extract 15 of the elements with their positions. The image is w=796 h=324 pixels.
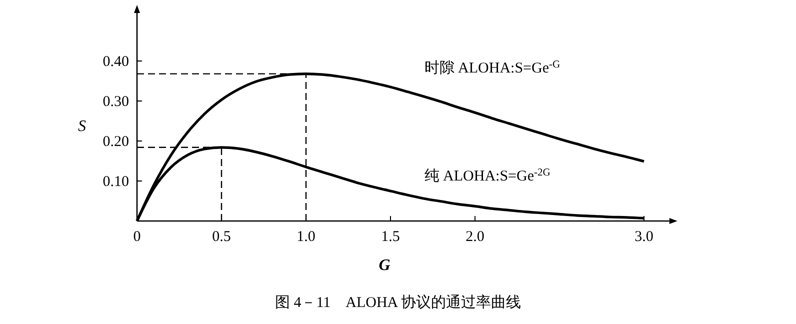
x-tick-label: 0	[133, 229, 141, 245]
x-tick-label: 3.0	[634, 229, 654, 245]
y-tick-label: 0.20	[102, 134, 129, 150]
x-tick-label: 1.5	[381, 229, 400, 245]
x-tick-label: 1.0	[296, 229, 316, 245]
y-tick-label: 0.30	[102, 94, 129, 110]
x-tick-label: 2.0	[466, 229, 484, 245]
x-axis-title: G	[378, 257, 391, 274]
series-label: 时隙 ALOHA:S=Ge$^{-G}$	[424, 59, 560, 77]
series-label: 纯 ALOHA:S=Ge$^{-2G}$	[424, 167, 551, 185]
x-tick-label: 0.5	[212, 229, 231, 245]
text: 图 4－11 ALOHA 协议的通过率曲线	[274, 294, 522, 311]
y-tick-label: 0.40	[102, 54, 129, 70]
y-axis-title: S	[78, 118, 86, 135]
y-tick-label: 0.10	[102, 174, 129, 190]
